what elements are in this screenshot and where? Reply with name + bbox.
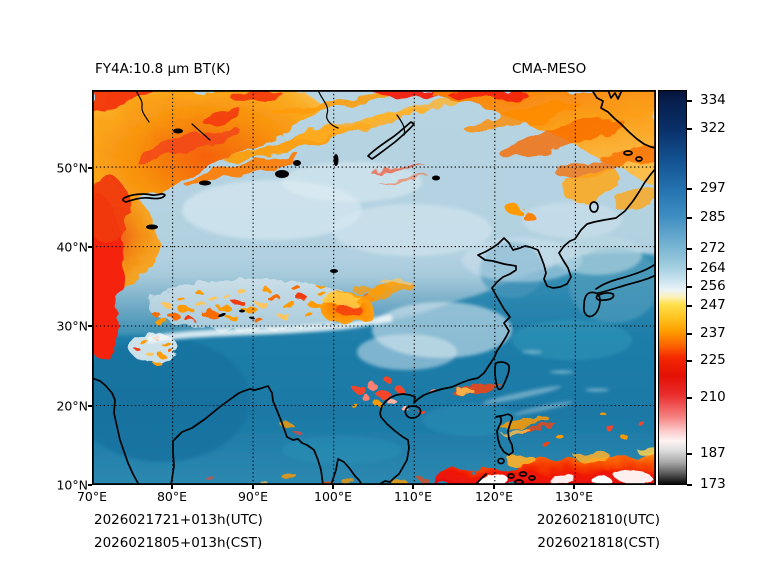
lon-label-120e: 120°E — [474, 489, 514, 504]
colorbar-tick-297: 297 — [700, 180, 726, 196]
coastlines — [92, 90, 656, 485]
colorbar-tick-237: 237 — [700, 325, 726, 341]
northwest-cloud-shield — [92, 90, 466, 358]
lon-label-70e: 70°E — [76, 489, 108, 504]
taiwan-coast — [494, 361, 511, 391]
lon-label-100e: 100°E — [313, 489, 353, 504]
model-title: CMA-MESO — [512, 61, 587, 77]
india-west-coast — [92, 377, 140, 485]
lat-label-30n: 30°N — [56, 318, 88, 334]
colorbar — [658, 90, 687, 485]
lat-label-40n: 40°N — [56, 239, 88, 255]
graticule-grid — [92, 90, 656, 485]
palawan-coast — [474, 473, 487, 485]
map-plot-area — [92, 90, 656, 485]
strait-cloud-streaks — [451, 384, 556, 436]
india-warm-patch — [92, 338, 250, 462]
colorbar-tick-334: 334 — [700, 92, 726, 108]
colorbar-tick-225: 225 — [700, 352, 726, 368]
gulf-of-thailand-coast — [330, 458, 363, 485]
colorbar-tick-173: 173 — [700, 476, 726, 492]
lat-label-20n: 20°N — [56, 398, 88, 414]
pale-clear-air — [182, 162, 642, 464]
page-title: FY4A:10.8 μm BT(K) — [95, 61, 231, 77]
colorbar-tick-264: 264 — [700, 260, 726, 276]
valid-time-cst: 2026021818(CST) — [537, 535, 660, 551]
lon-label-110e: 110°E — [393, 489, 433, 504]
map-canvas — [92, 90, 656, 485]
vietnam-convection-cluster — [351, 377, 435, 414]
river-yenisei — [317, 90, 339, 129]
himalaya-white-band — [146, 314, 393, 344]
lake-khanka — [589, 201, 599, 213]
lon-label-130e: 130°E — [554, 489, 594, 504]
honshu-coast — [595, 263, 656, 294]
luzon-coast — [495, 413, 514, 456]
lat-label-10n: 10°N — [56, 477, 88, 493]
colorbar-tick-285: 285 — [700, 209, 726, 225]
lon-label-90e: 90°E — [237, 489, 269, 504]
lake-balkhash — [122, 193, 166, 203]
river-altai — [191, 123, 211, 141]
plot-frame — [92, 90, 656, 485]
india-east-burma-coast — [170, 385, 324, 485]
colorbar-tick-256: 256 — [700, 278, 726, 294]
river-lena — [396, 114, 406, 136]
lake-baikal — [367, 121, 415, 160]
colorbar-tick-187: 187 — [700, 445, 726, 461]
river-northwest — [135, 90, 150, 123]
equatorial-convection-band — [207, 413, 656, 485]
okhotsk-coast — [591, 90, 656, 149]
lat-label-50n: 50°N — [56, 160, 88, 176]
colorbar-tick-322: 322 — [700, 120, 726, 136]
shikoku-coast — [595, 292, 615, 302]
northeast-cloud-sweep — [369, 90, 656, 219]
colorbar-tick-210: 210 — [700, 389, 726, 405]
china-korea-russia-coast — [377, 167, 656, 485]
okhotsk-inlets — [607, 90, 623, 100]
valid-time-utc: 2026021810(UTC) — [536, 512, 660, 528]
lon-label-80e: 80°E — [156, 489, 188, 504]
colorbar-tick-247: 247 — [700, 297, 726, 313]
init-time-cst: 2026021805+013h(CST) — [94, 535, 263, 551]
lakes — [146, 128, 440, 320]
colorbar-tick-272: 272 — [700, 240, 726, 256]
init-time-utc: 2026021721+013h(UTC) — [94, 512, 263, 528]
